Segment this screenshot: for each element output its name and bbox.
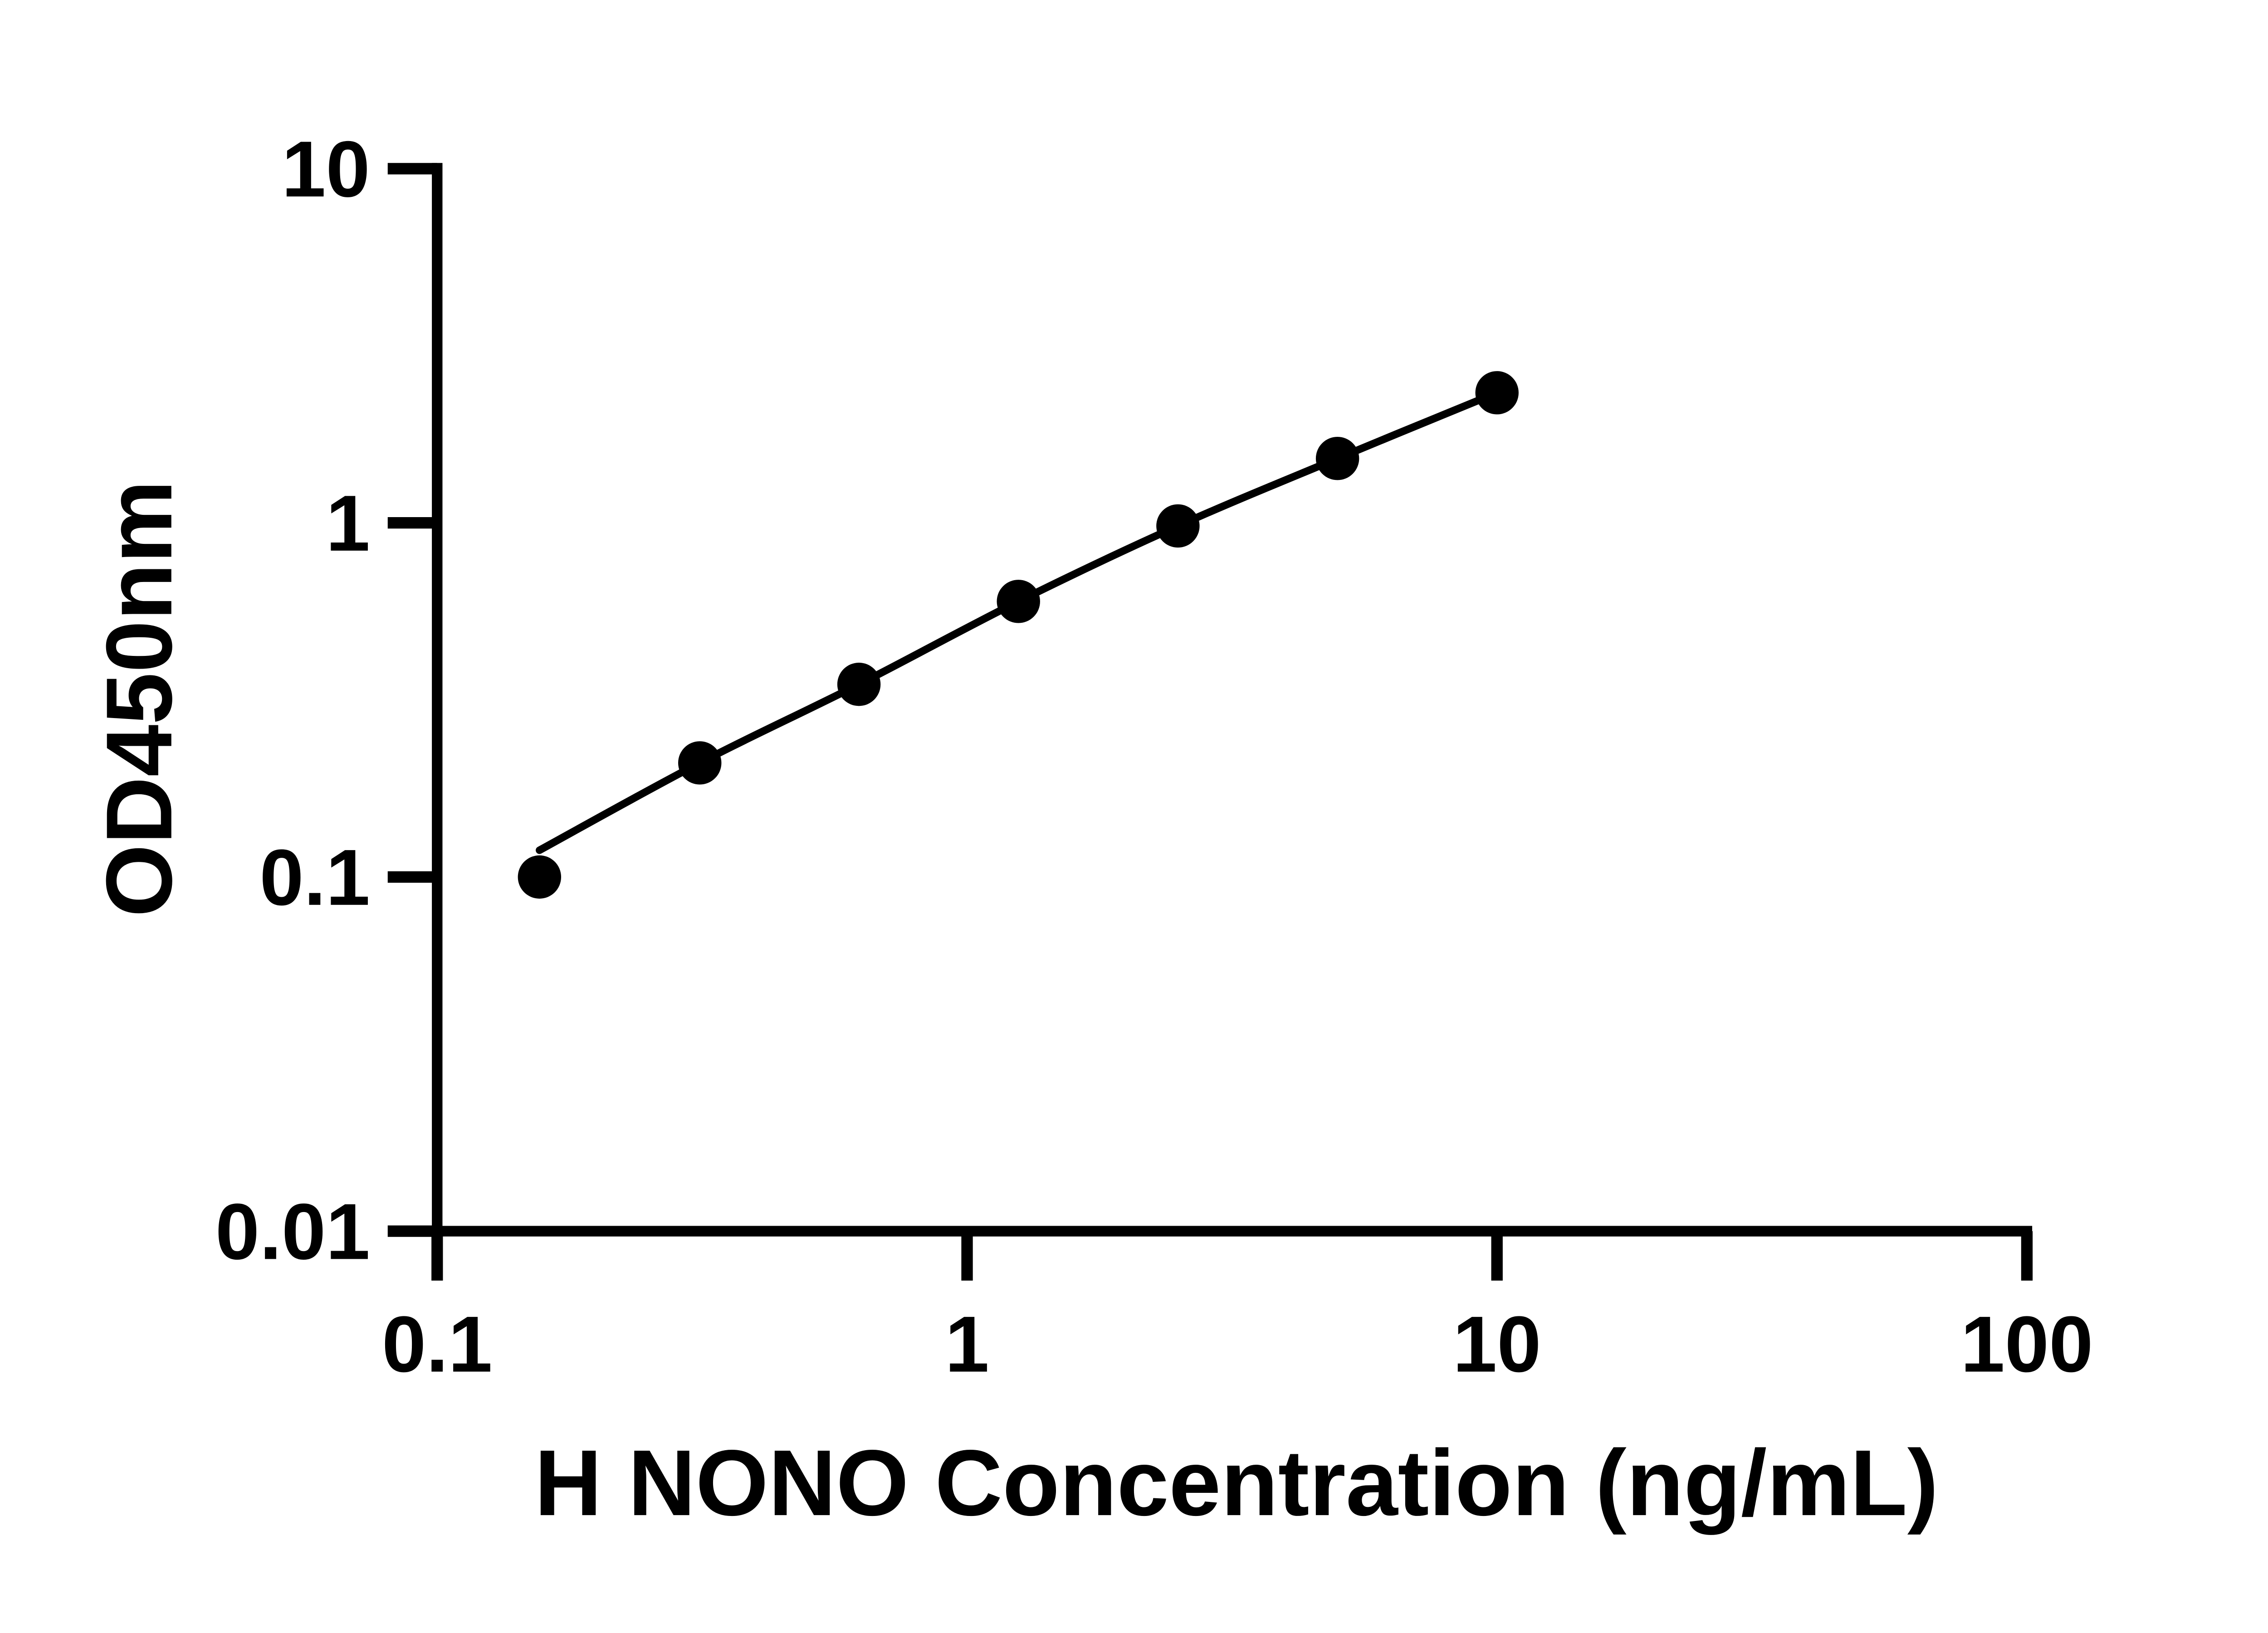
data-point-marker [1315,436,1359,480]
data-point-marker [678,741,722,785]
x-tick-label: 0.1 [382,1300,493,1389]
y-tick-label: 10 [282,125,370,214]
x-axis-title: H NONO Concentration (ng/mL) [534,1430,1938,1535]
x-tick-label: 10 [1453,1300,1541,1389]
x-tick-label: 1 [945,1300,989,1389]
y-tick-label: 0.01 [215,1187,370,1276]
data-point-marker [1475,371,1519,415]
y-tick-label: 1 [326,479,370,568]
x-tick-label: 100 [1960,1300,2093,1389]
y-tick-label: 0.1 [259,833,370,922]
data-point-marker [997,580,1040,623]
data-point-marker [518,855,562,899]
y-axis-title: OD450nm [87,480,191,917]
data-point-marker [837,662,881,706]
data-point-marker [1156,504,1200,548]
